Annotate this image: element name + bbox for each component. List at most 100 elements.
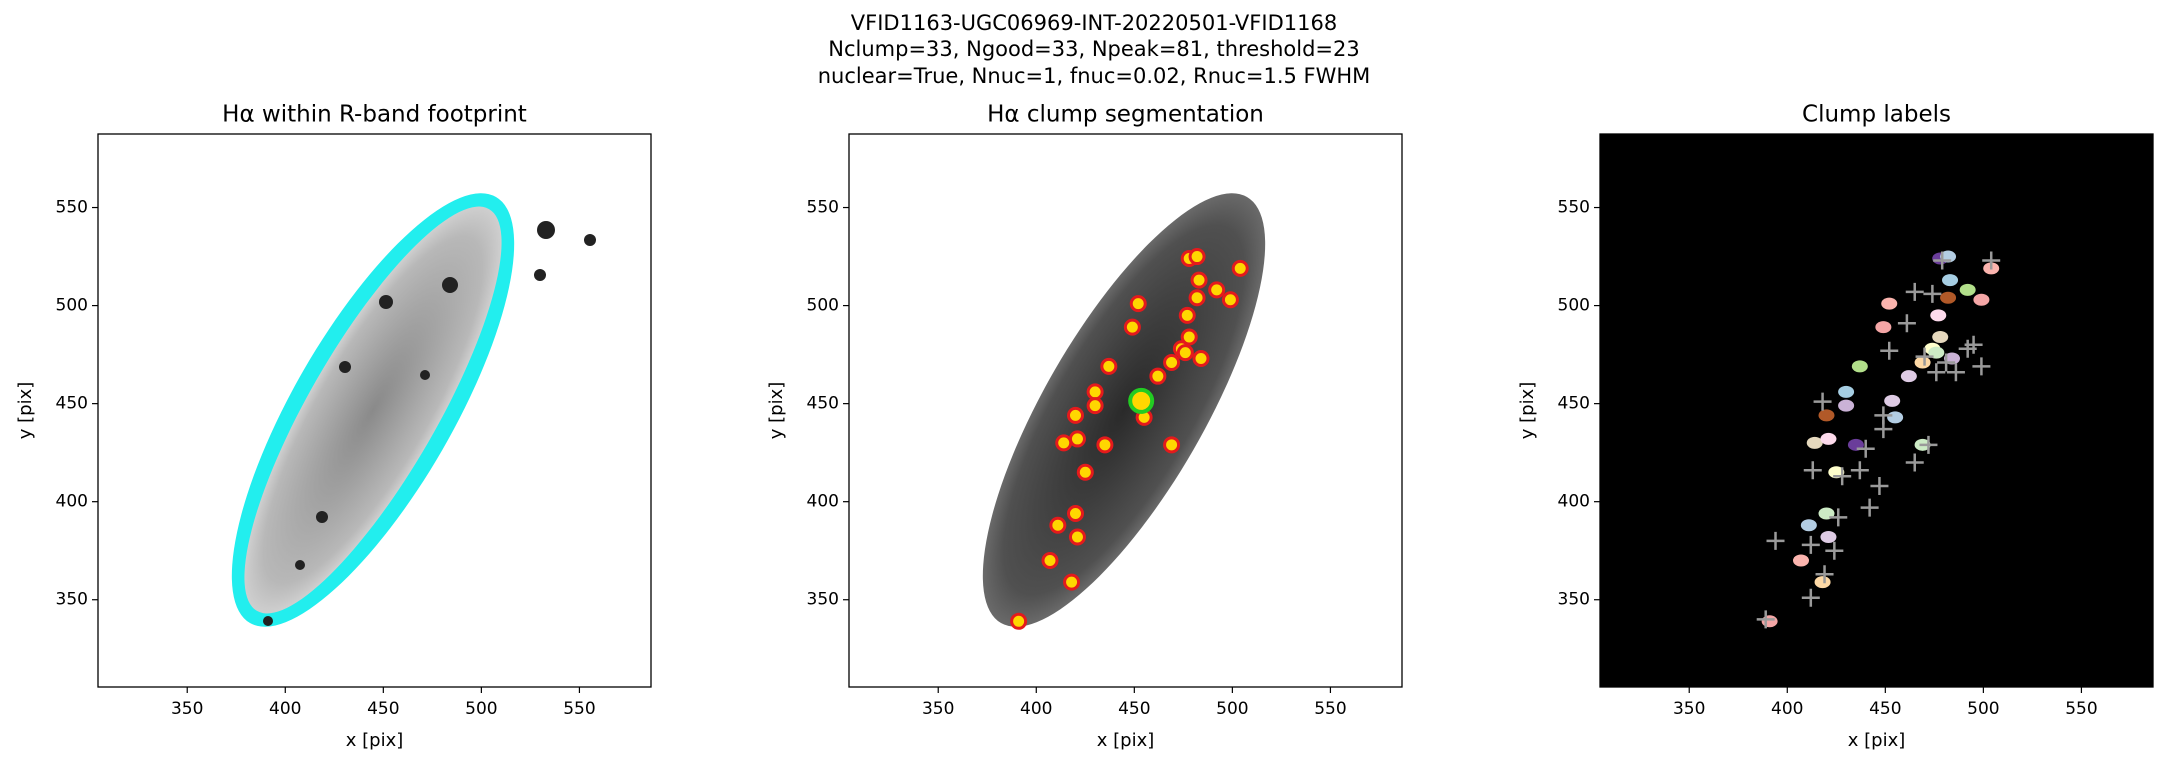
clump-marker xyxy=(1100,357,1118,375)
peak-marker xyxy=(1856,439,1875,458)
clump-marker xyxy=(1163,436,1181,454)
clump-marker xyxy=(1129,295,1147,313)
clump-marker xyxy=(1208,281,1226,299)
peak-marker xyxy=(1815,565,1834,584)
x-tick-label: 400 xyxy=(1771,699,1803,719)
x-tick-label: 550 xyxy=(2065,699,2097,719)
clump-marker xyxy=(1086,383,1104,401)
clump-label xyxy=(1761,615,1778,628)
y-tick-label: 450 xyxy=(807,394,839,414)
peak-marker xyxy=(1933,251,1952,270)
x-tick-label: 550 xyxy=(1314,699,1346,719)
x-tick-label: 450 xyxy=(1118,699,1150,719)
y-tick-label: 550 xyxy=(56,198,88,218)
y-tick-label: 350 xyxy=(807,590,839,610)
clump-label xyxy=(1875,321,1892,334)
axes-frame xyxy=(1599,133,2154,688)
y-tick-label: 400 xyxy=(807,492,839,512)
clump-marker xyxy=(1149,367,1167,385)
clump-marker xyxy=(1221,291,1239,309)
x-tick-label: 350 xyxy=(1673,699,1705,719)
clump-marker xyxy=(1192,350,1210,368)
y-axis-label: y [pix] xyxy=(1517,382,1538,440)
peak-marker xyxy=(1850,461,1869,480)
peak-marker xyxy=(1825,541,1844,560)
clump-label xyxy=(1838,399,1855,412)
panel-title: Clump labels xyxy=(1802,102,1951,128)
clump-label xyxy=(1806,436,1823,449)
clump-marker xyxy=(1190,271,1208,289)
clump-label xyxy=(1900,370,1917,383)
clump-marker xyxy=(1041,552,1059,570)
y-axis-label: y [pix] xyxy=(15,382,36,440)
clump-marker xyxy=(1068,430,1086,448)
peak-marker xyxy=(1972,357,1991,376)
clump-label xyxy=(1881,297,1898,310)
peak-marker xyxy=(1897,314,1916,333)
peak-marker xyxy=(1982,251,2001,270)
clump-label xyxy=(1942,274,1959,287)
x-tick-label: 500 xyxy=(465,699,497,719)
peak-marker xyxy=(1801,588,1820,607)
y-tick-label: 350 xyxy=(56,590,88,610)
y-axis-label: y [pix] xyxy=(766,382,787,440)
peak-marker xyxy=(1766,531,1785,550)
x-tick-label: 450 xyxy=(367,699,399,719)
clump-marker xyxy=(1076,463,1094,481)
clump-marker xyxy=(1178,306,1196,324)
clump-label xyxy=(1930,309,1947,322)
clump-marker xyxy=(1068,528,1086,546)
clump-marker xyxy=(1188,289,1206,307)
clump-marker xyxy=(1066,406,1084,424)
peak-marker xyxy=(1923,284,1942,303)
peak-marker xyxy=(1756,610,1775,629)
peak-marker xyxy=(1915,347,1934,366)
x-axis-label: x [pix] xyxy=(346,730,404,751)
clump-marker xyxy=(1086,397,1104,415)
clump-marker xyxy=(1231,259,1249,277)
clump-marker xyxy=(1010,612,1028,630)
panel-title: Hα within R-band footprint xyxy=(222,102,527,128)
y-tick-label: 500 xyxy=(1558,296,1590,316)
axes-frame xyxy=(848,133,1403,688)
y-tick-label: 550 xyxy=(807,198,839,218)
clump-label xyxy=(1814,576,1831,589)
plot-background xyxy=(1600,134,2153,687)
x-tick-label: 350 xyxy=(171,699,203,719)
clump-label xyxy=(1959,283,1976,296)
peak-marker xyxy=(1964,335,1983,354)
clump-label xyxy=(1838,385,1855,398)
clump-marker xyxy=(1049,516,1067,534)
x-tick-label: 400 xyxy=(1020,699,1052,719)
peak-marker xyxy=(1829,508,1848,527)
peak-marker xyxy=(1937,353,1956,372)
clump-label xyxy=(1820,432,1837,445)
x-axis-label: x [pix] xyxy=(1848,730,1906,751)
clump-marker xyxy=(1063,573,1081,591)
peak-marker xyxy=(1946,363,1965,382)
clump-marker xyxy=(1176,344,1194,362)
clump-marker xyxy=(1123,318,1141,336)
clump-label xyxy=(1884,394,1901,407)
halpha-image xyxy=(231,193,596,627)
suptitle: nuclear=True, Nnuc=1, fnuc=0.02, Rnuc=1.… xyxy=(818,64,1371,88)
peak-marker xyxy=(1803,461,1822,480)
clump-marker xyxy=(1096,436,1114,454)
x-axis-label: x [pix] xyxy=(1097,730,1155,751)
peak-marker xyxy=(1860,498,1879,517)
clump-label xyxy=(1818,409,1835,422)
clump-marker xyxy=(1180,328,1198,346)
peak-marker xyxy=(1874,420,1893,439)
clump-label xyxy=(1793,554,1810,567)
clump-marker xyxy=(1055,434,1073,452)
axes-frame xyxy=(97,133,652,688)
clump-label xyxy=(1914,356,1931,369)
clump-label xyxy=(1932,330,1949,343)
y-tick-label: 450 xyxy=(56,394,88,414)
x-tick-label: 550 xyxy=(563,699,595,719)
panel-title: Hα clump segmentation xyxy=(987,102,1264,128)
peak-marker xyxy=(1813,392,1832,411)
suptitle: Nclump=33, Ngood=33, Npeak=81, threshold… xyxy=(828,37,1359,61)
y-tick-label: 500 xyxy=(56,296,88,316)
